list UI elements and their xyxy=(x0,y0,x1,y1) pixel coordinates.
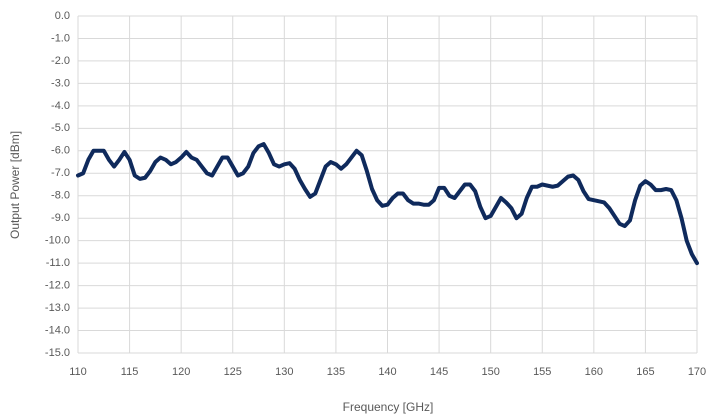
x-tick-label: 155 xyxy=(533,366,551,378)
x-axis-title: Frequency [GHz] xyxy=(343,400,434,414)
y-tick-label: -13.0 xyxy=(45,302,70,314)
y-tick-label: -10.0 xyxy=(45,235,70,247)
y-tick-label: -4.0 xyxy=(51,100,70,112)
y-tick-label: -12.0 xyxy=(45,280,70,292)
y-tick-label: -15.0 xyxy=(45,347,70,359)
x-tick-label: 145 xyxy=(430,366,448,378)
x-tick-label: 135 xyxy=(327,366,345,378)
y-tick-label: -6.0 xyxy=(51,145,70,157)
y-tick-label: -11.0 xyxy=(46,257,70,269)
x-tick-label: 140 xyxy=(378,366,396,378)
x-tick-label: 115 xyxy=(121,366,139,378)
y-tick-label: -5.0 xyxy=(51,122,70,134)
y-tick-label: -9.0 xyxy=(51,212,70,224)
y-tick-label: 0.0 xyxy=(55,10,70,22)
data-line xyxy=(76,142,699,266)
y-axis-title: Output Power [dBm] xyxy=(8,131,22,239)
y-tick-label: -2.0 xyxy=(51,55,70,67)
y-tick-label: -1.0 xyxy=(51,32,70,44)
x-tick-label: 125 xyxy=(224,366,242,378)
x-tick-label: 160 xyxy=(585,366,603,378)
y-tick-label: -14.0 xyxy=(45,324,70,336)
x-tick-label: 130 xyxy=(275,366,293,378)
y-tick-label: -3.0 xyxy=(51,77,70,89)
x-tick-label: 165 xyxy=(636,366,654,378)
x-tick-label: 120 xyxy=(172,366,190,378)
y-tick-label: -7.0 xyxy=(51,167,70,179)
y-tick-label: -8.0 xyxy=(51,190,70,202)
x-tick-label: 150 xyxy=(481,366,499,378)
x-tick-label: 170 xyxy=(688,366,706,378)
x-tick-label: 110 xyxy=(69,366,87,378)
